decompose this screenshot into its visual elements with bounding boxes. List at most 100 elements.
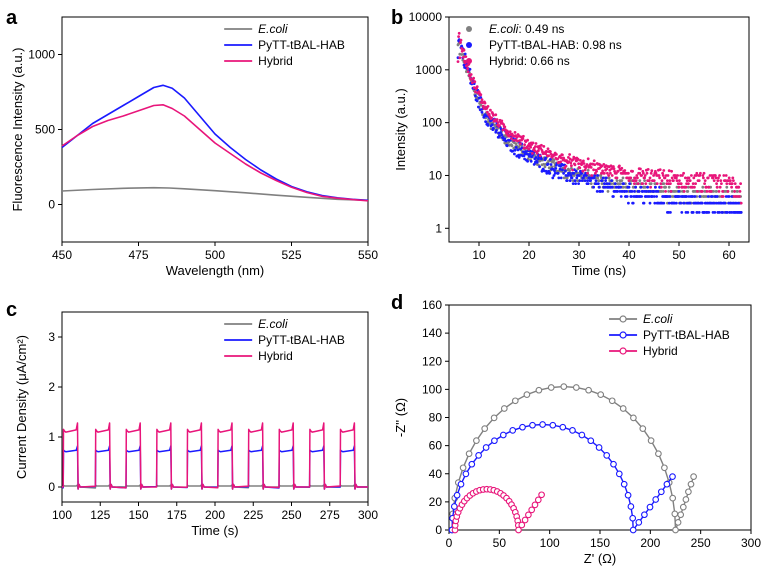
data-point xyxy=(494,113,498,117)
data-point xyxy=(500,133,504,137)
data-point xyxy=(687,176,691,180)
data-point xyxy=(490,123,494,126)
data-point xyxy=(715,182,718,186)
data-point xyxy=(522,150,525,154)
y-tick-label: 160 xyxy=(422,298,442,312)
data-point xyxy=(556,157,559,161)
x-tick-label: 200 xyxy=(205,508,225,522)
data-point xyxy=(669,473,676,480)
data-point xyxy=(510,137,513,140)
data-point xyxy=(650,169,654,173)
data-point xyxy=(677,190,681,193)
data-point xyxy=(592,168,595,172)
x-tick-label: 175 xyxy=(167,508,187,522)
data-point xyxy=(730,185,733,189)
data-point xyxy=(693,195,697,198)
data-point xyxy=(662,169,666,172)
data-point xyxy=(479,96,483,99)
data-point xyxy=(739,201,743,205)
data-point xyxy=(606,190,610,193)
data-point xyxy=(652,195,656,198)
y-tick-label: 1000 xyxy=(415,63,442,77)
data-point xyxy=(463,61,467,65)
data-point xyxy=(662,182,666,186)
data-point xyxy=(490,116,493,120)
data-point xyxy=(709,190,713,193)
data-point xyxy=(725,185,729,189)
data-point xyxy=(645,190,648,193)
y-tick-label: 1 xyxy=(435,221,442,235)
data-point xyxy=(503,125,507,129)
x-tick-label: 60 xyxy=(722,248,736,262)
data-point xyxy=(649,190,652,193)
legend-entry: PyTT-tBAL-HAB xyxy=(609,328,730,342)
data-point xyxy=(551,176,555,180)
data-point xyxy=(585,163,589,166)
legend-label: E.coli xyxy=(258,22,288,36)
data-point xyxy=(517,156,521,159)
y-tick-label: 10 xyxy=(429,168,443,182)
data-point xyxy=(616,190,619,193)
data-point xyxy=(737,185,741,189)
data-point xyxy=(592,185,595,189)
data-point xyxy=(670,169,673,173)
data-point xyxy=(580,179,584,183)
data-point xyxy=(711,195,714,198)
data-point xyxy=(480,110,484,114)
data-point xyxy=(466,70,470,74)
x-tick-label: 225 xyxy=(243,508,263,522)
data-point xyxy=(583,168,587,172)
data-point xyxy=(668,195,672,198)
data-point xyxy=(588,174,591,177)
data-point xyxy=(664,190,667,193)
data-point xyxy=(540,157,543,161)
data-point xyxy=(715,185,719,189)
x-axis-label: Wavelength (nm) xyxy=(166,263,265,278)
data-point xyxy=(627,201,630,205)
data-point xyxy=(481,425,489,432)
data-point xyxy=(577,174,581,177)
data-point xyxy=(615,179,619,183)
data-point xyxy=(733,182,737,186)
data-point xyxy=(458,56,462,60)
data-point xyxy=(643,185,647,189)
data-point xyxy=(569,174,573,177)
x-tick-label: 250 xyxy=(691,536,711,550)
data-point xyxy=(558,167,562,171)
data-point xyxy=(739,211,743,214)
data-point xyxy=(602,163,606,166)
data-point xyxy=(492,113,495,117)
data-point xyxy=(518,521,526,529)
y-tick-label: 2 xyxy=(48,380,55,394)
data-point xyxy=(516,148,520,152)
legend-label: PyTT-tBAL-HAB: 0.98 ns xyxy=(489,38,622,52)
data-point xyxy=(595,169,598,173)
data-point xyxy=(661,190,665,193)
data-point xyxy=(576,157,580,161)
data-point xyxy=(571,182,575,186)
data-point xyxy=(586,179,589,183)
data-point xyxy=(574,182,577,186)
data-point xyxy=(739,182,742,186)
data-point xyxy=(592,176,596,180)
data-point xyxy=(648,201,652,205)
data-point xyxy=(628,182,631,186)
data-point xyxy=(450,503,458,510)
data-point xyxy=(550,165,553,169)
data-point xyxy=(492,126,495,130)
data-point xyxy=(623,169,627,172)
data-point xyxy=(629,514,637,522)
data-point xyxy=(629,176,633,180)
y-axis-label: Fluorescence Intensity (a.u.) xyxy=(10,47,25,211)
data-point xyxy=(616,169,620,173)
data-point xyxy=(529,421,536,429)
series-line-E.coli xyxy=(61,186,369,202)
data-point xyxy=(464,55,468,58)
data-point xyxy=(675,201,678,205)
data-point xyxy=(627,503,635,510)
data-point xyxy=(595,444,603,451)
data-point xyxy=(700,190,704,193)
data-point xyxy=(707,211,711,214)
data-point xyxy=(667,190,670,193)
data-point xyxy=(474,94,477,98)
